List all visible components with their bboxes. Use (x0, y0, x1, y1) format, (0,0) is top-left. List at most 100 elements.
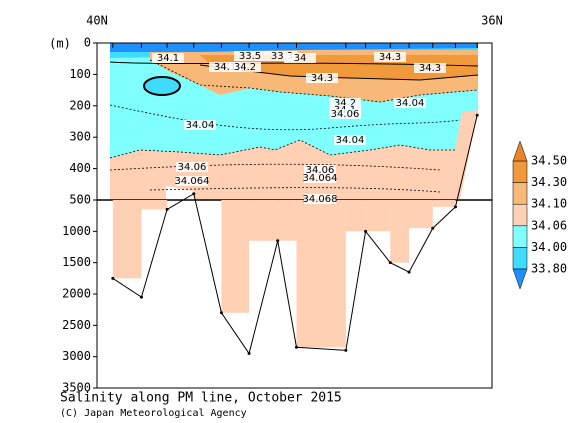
colorbar-label: 34.30 (531, 175, 567, 189)
y-tick-label: 100 (69, 67, 91, 81)
contour-label: 34.2 (329, 98, 361, 109)
label-bg (176, 162, 208, 172)
contour-label-text: 34.1 (214, 62, 236, 73)
colorbar-segment (512, 247, 528, 270)
section-column (345, 200, 366, 232)
y-tick-label: 400 (69, 161, 91, 175)
colorbar-segment (512, 182, 528, 205)
label-bg (229, 62, 261, 72)
label-bg (329, 98, 361, 108)
station-point (111, 276, 115, 280)
contour-label-text: 34.04 (186, 120, 215, 131)
colorbar-segment (512, 225, 528, 248)
contour-label-text: 34.04 (336, 135, 365, 146)
colorbar-label: 33.80 (531, 262, 567, 276)
section-column (390, 200, 410, 263)
contours (109, 59, 479, 193)
label-bg (284, 53, 316, 63)
section-column (221, 200, 250, 313)
y-tick-label: 1000 (62, 224, 91, 238)
contour-label-text: 34.3 (311, 73, 333, 84)
contour-label-text: 34.2 (334, 98, 356, 109)
contour-label: 34.3 (414, 63, 446, 74)
y-tick-label: 3000 (62, 349, 91, 363)
label-bg (334, 135, 366, 145)
label-bg (414, 63, 446, 73)
section-column (141, 200, 168, 210)
station-point (475, 113, 479, 117)
station-point (431, 226, 435, 230)
label-bg (176, 176, 208, 186)
contour-label-text: 33.5 (239, 51, 261, 62)
label-bg (306, 73, 338, 83)
x-tick-label: 40N (86, 14, 108, 28)
station-point (453, 205, 457, 209)
label-bg (304, 173, 336, 183)
contour-label-text: 34.06 (306, 165, 335, 176)
colorbar-label: 34.00 (531, 240, 567, 254)
colorbar-label: 34.10 (531, 197, 567, 211)
y-tick-label: 500 (69, 193, 91, 207)
contour-label-text: 34.064 (303, 173, 338, 184)
y-tick-label: 1500 (62, 255, 91, 269)
station-point (219, 311, 223, 315)
station-point (139, 295, 143, 299)
station-point (276, 239, 280, 243)
section-column (409, 200, 433, 229)
contour-label: 34.04 (184, 120, 216, 131)
contour-label-text: 34.3 (419, 63, 441, 74)
contour-label: 34.064 (175, 176, 210, 187)
contour-label: 34.06 (329, 109, 361, 120)
chart-title: Salinity along PM line, October 2015 (60, 391, 342, 406)
y-tick-label: 2500 (62, 318, 91, 332)
contour-label-text: 34.06 (331, 109, 360, 120)
label-bg (152, 53, 184, 63)
contour-label-text: 34 (294, 53, 307, 64)
station-point (388, 261, 392, 265)
contour-label: 34.06 (176, 162, 208, 173)
label-bg (266, 51, 298, 61)
contour-label: 33.5 (234, 51, 266, 62)
section-column (112, 200, 142, 279)
station-point (165, 207, 169, 211)
contour-label-text: 34.064 (175, 176, 210, 187)
section-column (296, 200, 346, 348)
label-bg (304, 165, 336, 175)
station-point (192, 192, 196, 196)
mask (460, 115, 478, 200)
contour-label: 34.1 (152, 53, 184, 64)
credit: (C) Japan Meteorological Agency (60, 408, 247, 419)
contour-label: 34.3 (306, 73, 338, 84)
contour-label: 34.04 (334, 135, 366, 146)
label-bg (304, 194, 336, 204)
contour-label-text: 34.04 (396, 98, 425, 109)
mask (166, 186, 194, 200)
field (110, 43, 478, 52)
section-column (432, 200, 456, 207)
station-point (294, 345, 298, 349)
contour (143, 76, 181, 96)
y-unit: (m) (49, 37, 71, 51)
y-tick-label: 200 (69, 98, 91, 112)
label-bg (394, 98, 426, 108)
frame (96, 42, 493, 389)
colorbar-cap (512, 140, 528, 162)
contour-label-text: 34.2 (234, 62, 256, 73)
contour-label: 33.3 (266, 51, 298, 62)
contour-label-text: 34.06 (178, 162, 207, 173)
contour-label-text: 33.3 (271, 51, 293, 62)
label-bg (184, 120, 216, 130)
station-point (247, 352, 251, 356)
colorbar-segment (512, 160, 528, 183)
contour-label: 34.2 (229, 62, 261, 73)
station-point (344, 348, 348, 352)
label-bg (374, 52, 406, 62)
field (200, 55, 478, 80)
y-tick-label: 300 (69, 130, 91, 144)
y-tick-label: 0 (84, 36, 91, 50)
contour-label-text: 34.3 (379, 52, 401, 63)
station-point (364, 229, 368, 233)
contour-label: 34.3 (374, 52, 406, 63)
contour-label: 34.068 (303, 194, 338, 205)
